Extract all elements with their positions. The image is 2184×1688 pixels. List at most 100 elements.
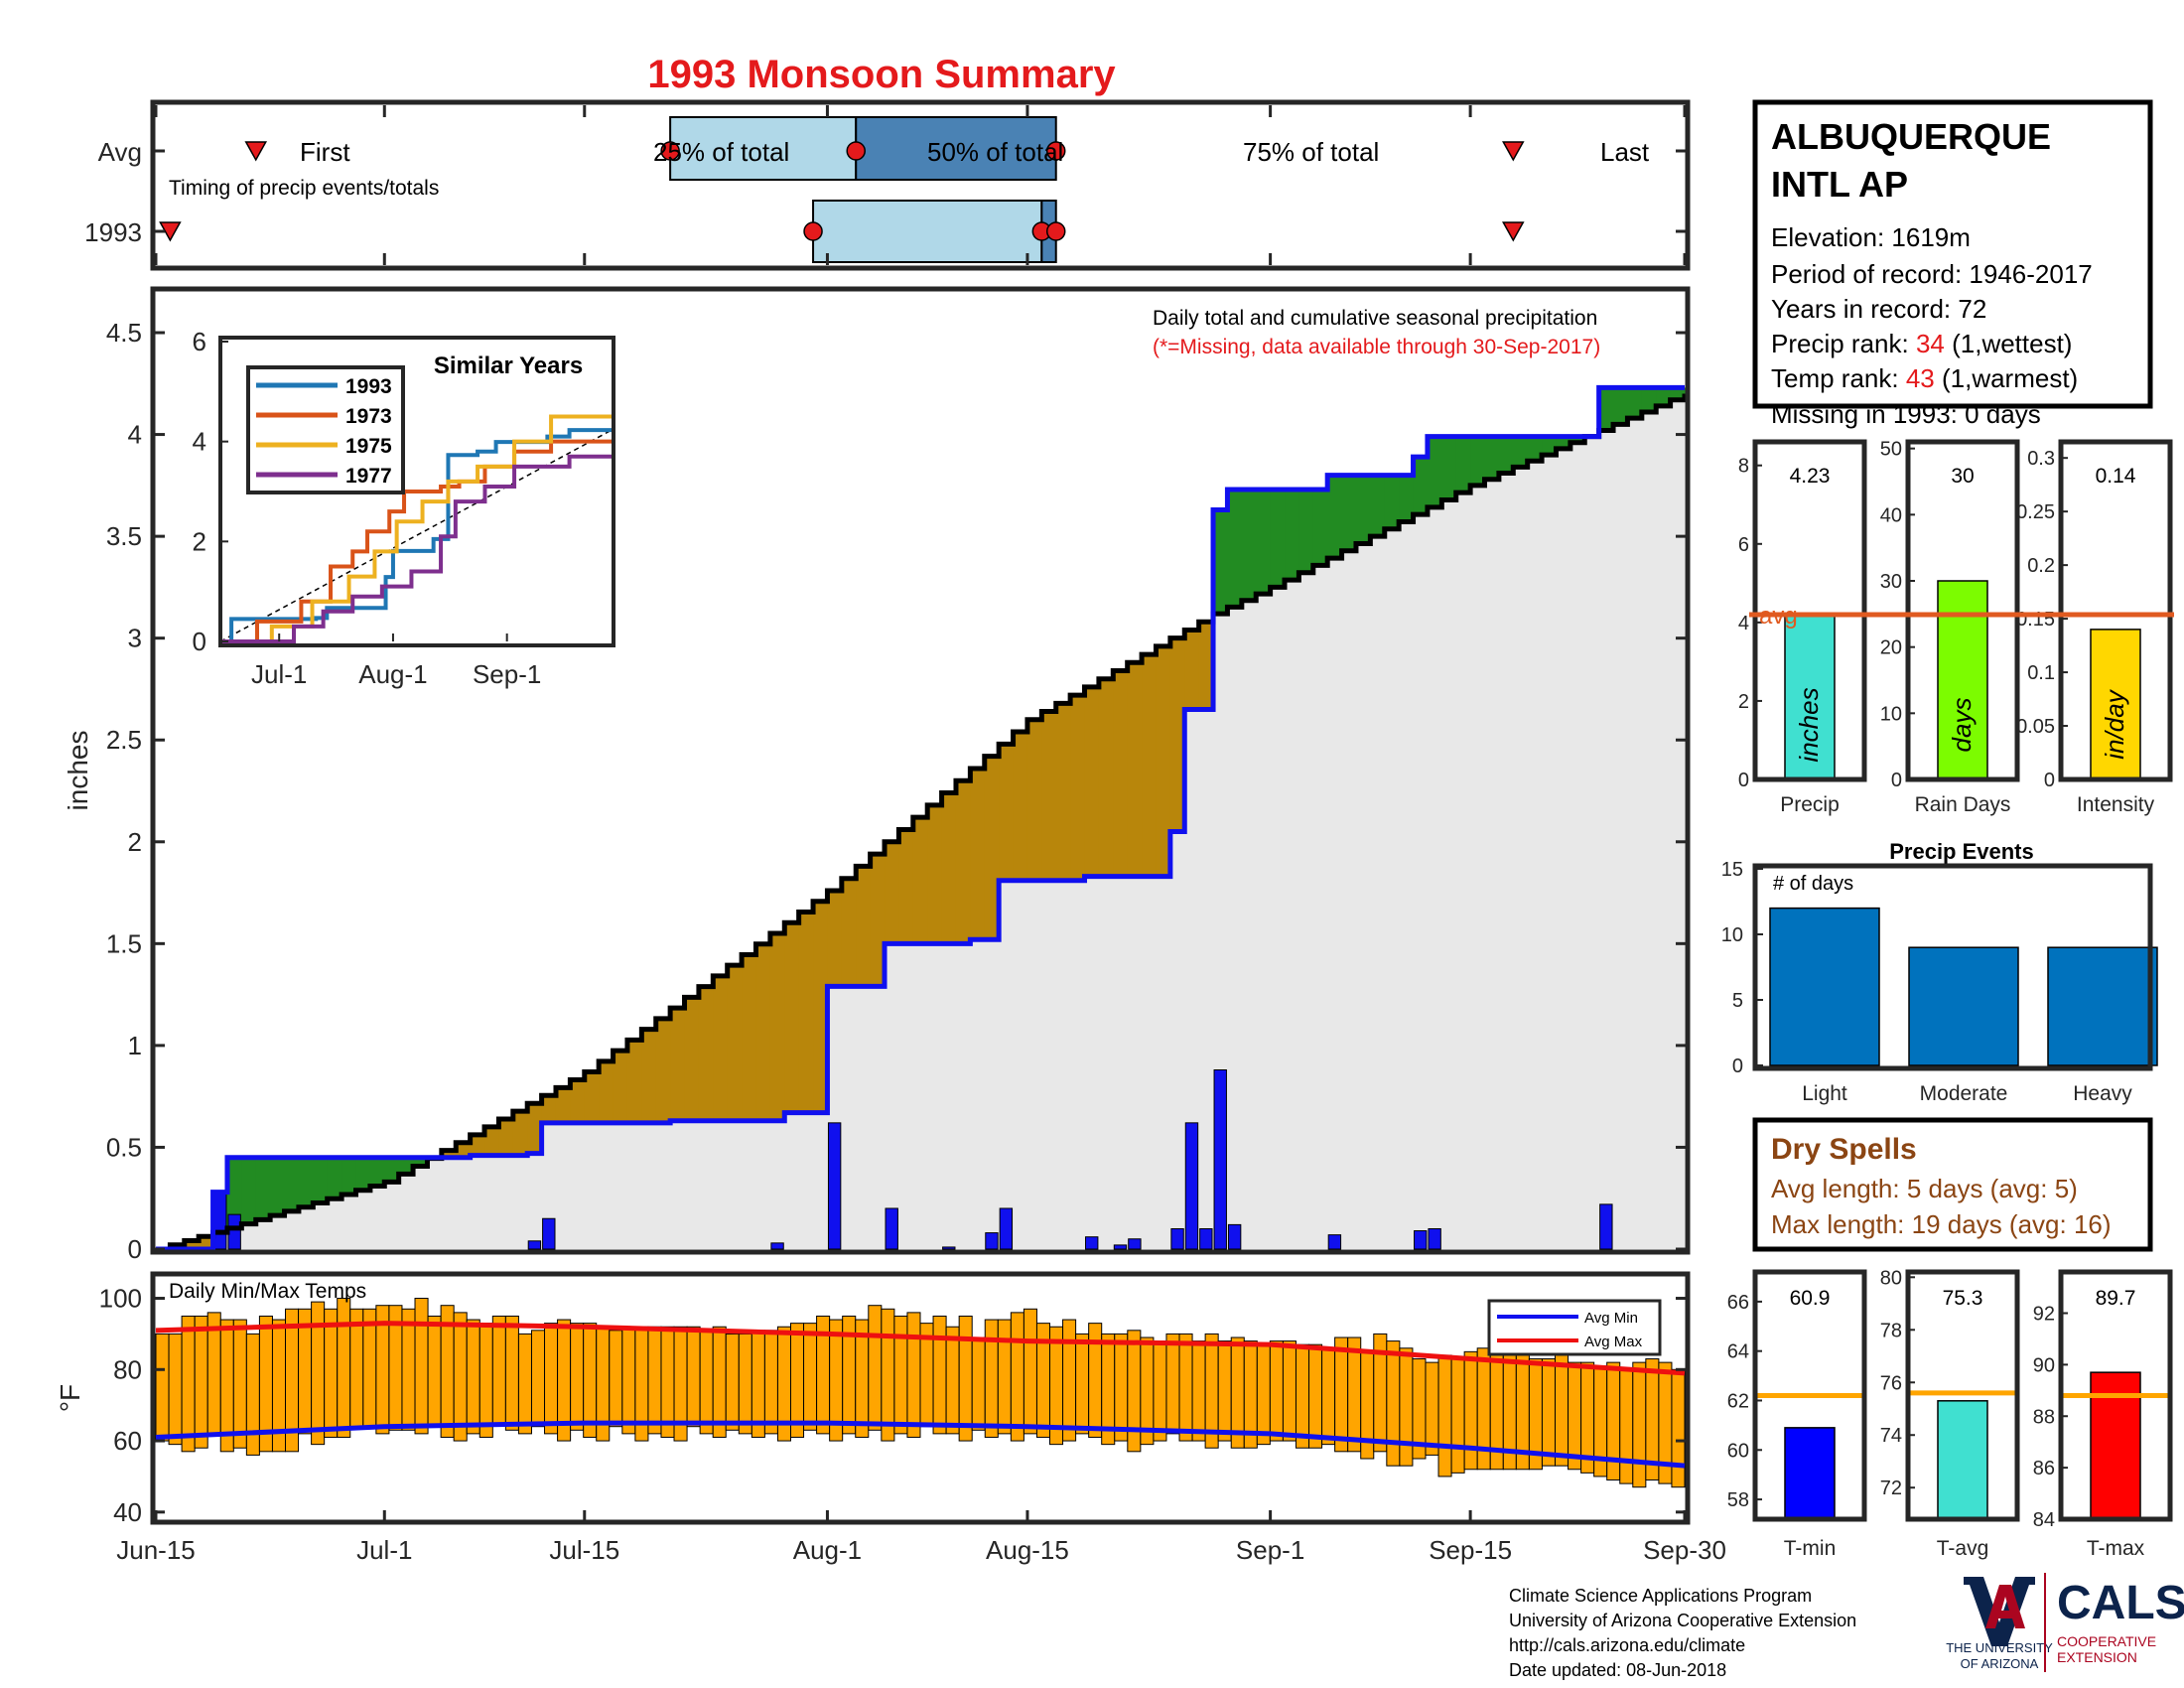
wetter-than-avg-area xyxy=(1441,436,1457,500)
inset-x-tick-label: Aug-1 xyxy=(358,659,427,689)
ua-logo-mark-outline xyxy=(1964,1577,2035,1646)
coop-logo-line2: EXTENSION xyxy=(2057,1649,2137,1665)
daily-temp-range-bar xyxy=(1308,1343,1323,1449)
drier-than-avg-area xyxy=(999,744,1015,881)
daily-precip-bar xyxy=(527,1240,542,1250)
daily-temp-range-bar xyxy=(893,1315,908,1435)
drier-than-avg-area xyxy=(527,1103,543,1154)
dry-spells-title: Dry Spells xyxy=(1771,1133,1917,1166)
drier-than-avg-area xyxy=(1184,630,1200,710)
drier-than-avg-area xyxy=(827,891,843,987)
precip-y-tick-label: 0.5 xyxy=(106,1132,142,1162)
precip-y-tick-label: 1.5 xyxy=(106,928,142,958)
inset-legend-label-1973: 1973 xyxy=(345,405,392,428)
precip-y-tick-label: 2.5 xyxy=(106,725,142,755)
avg-max-line xyxy=(155,1321,1686,1376)
wetter-than-avg-area xyxy=(270,1157,286,1216)
tmin-mini-tick-label: 60 xyxy=(1727,1440,1749,1462)
daily-temp-range-bar xyxy=(1632,1361,1647,1488)
inset-title: Similar Years xyxy=(434,352,583,379)
wetter-than-avg-area xyxy=(1413,457,1429,515)
drier-than-avg-area xyxy=(1070,695,1086,881)
daily-temp-range-bar xyxy=(1178,1333,1193,1442)
year-p25-marker xyxy=(803,221,823,241)
daily-precip-bar xyxy=(1170,1227,1184,1250)
drier-than-avg-area xyxy=(541,1095,557,1123)
footer-university: University of Arizona Cooperative Extens… xyxy=(1509,1611,1856,1630)
intensity-mini-tick-label: 0.2 xyxy=(2027,555,2055,577)
drier-than-avg-area xyxy=(713,975,729,1121)
daily-precip-bar xyxy=(885,1207,898,1250)
wetter-than-avg-area xyxy=(327,1157,342,1199)
date-axis-label: Jul-15 xyxy=(549,1535,619,1565)
inset-plot-area: 0 2 4 6 Jul-1 Aug-1 Sep-1 xyxy=(193,327,615,689)
events-plot-frame xyxy=(1752,863,2153,1071)
drier-than-avg-area xyxy=(784,922,800,1113)
daily-temp-range-bar xyxy=(763,1330,778,1435)
daily-temp-range-bar xyxy=(453,1312,468,1442)
daily-temp-range-bar xyxy=(544,1323,559,1435)
station-period: Period of record: 1946-2017 xyxy=(1771,259,2093,289)
daily-temp-range-bar xyxy=(414,1298,429,1435)
first-label: First xyxy=(300,137,350,167)
p75-label: 75% of total xyxy=(1243,137,1379,167)
drier-than-avg-area xyxy=(584,1071,600,1123)
drier-than-avg-area xyxy=(456,1142,472,1158)
tavg-mini-tick-label: 74 xyxy=(1880,1425,1902,1447)
tmin-mini-tick-label: 66 xyxy=(1727,1292,1749,1314)
precip-y-tick-label: 0 xyxy=(128,1234,142,1264)
daily-precip-bar xyxy=(1428,1227,1441,1250)
wetter-than-avg-area xyxy=(398,1157,414,1175)
temp-chart: 40 60 80 100 Daily Min/Max Temps °F Avg Min… xyxy=(55,1271,1726,1565)
precip-plot-frame xyxy=(150,286,1691,1255)
tmax-axis-label: T-max xyxy=(2087,1537,2145,1560)
intensity-unit-label: in/day xyxy=(2100,688,2129,759)
avg-last-marker xyxy=(1502,141,1525,162)
inset-series-line-1977 xyxy=(220,449,615,643)
precip-y-tick-label: 4 xyxy=(128,420,142,450)
wetter-than-avg-area xyxy=(1670,387,1686,400)
drier-than-avg-area xyxy=(984,756,1000,940)
timing-row-avg-label: Avg xyxy=(98,137,142,167)
footer-date: Date updated: 08-Jun-2018 xyxy=(1509,1660,1726,1680)
events-y-tick-label: 0 xyxy=(1732,1055,1743,1077)
intensity-mini-tick-label: 0.25 xyxy=(2016,501,2055,523)
wetter-than-avg-area xyxy=(298,1157,314,1207)
daily-temp-range-bar xyxy=(181,1315,196,1453)
event-bar-heavy xyxy=(2047,946,2158,1066)
daily-temp-range-bar xyxy=(1075,1333,1090,1435)
tmin-mini-frame xyxy=(1752,1269,1867,1522)
event-category-label: Light xyxy=(1802,1082,1847,1105)
wetter-than-avg-area xyxy=(1570,436,1585,443)
daily-precip-bar xyxy=(1414,1230,1428,1250)
daily-temp-range-bar xyxy=(1023,1308,1037,1435)
intensity-mini-tick-label: 0.3 xyxy=(2027,448,2055,470)
daily-temp-range-bar xyxy=(1334,1336,1349,1453)
footer: Climate Science Applications Program Uni… xyxy=(1509,1586,1856,1680)
daily-precip-bar xyxy=(1327,1234,1342,1250)
daily-temp-range-bar xyxy=(1191,1340,1206,1442)
precip-axis-label: Precip xyxy=(1780,793,1840,816)
figure-title: 1993 Monsoon Summary xyxy=(647,53,1116,96)
date-axis: Jun-15 Jul-1 Jul-15 Aug-1 Aug-15 Sep-1 Sep-15 S… xyxy=(116,1510,1726,1565)
daily-temp-range-bar xyxy=(647,1326,662,1435)
tavg-mini-tick-label: 80 xyxy=(1880,1267,1902,1289)
drier-than-avg-area xyxy=(1156,645,1171,877)
daily-precip-bar xyxy=(1184,1122,1199,1250)
wetter-than-avg-area xyxy=(1613,387,1629,425)
wetter-than-avg-area xyxy=(1556,436,1571,449)
precip-value-label: 4.23 xyxy=(1790,465,1831,488)
precip-unit-label: inches xyxy=(1794,687,1824,762)
wetter-than-avg-area xyxy=(1227,489,1243,608)
wetter-than-avg-area xyxy=(241,1157,257,1224)
temp-rank-note: (1,warmest) xyxy=(1935,363,2078,393)
year-cumulative-line xyxy=(156,384,1685,1252)
tavg-mini-tick-label: 72 xyxy=(1880,1477,1902,1499)
tmin-mini-tick-label: 62 xyxy=(1727,1390,1749,1412)
daily-temp-range-bar xyxy=(466,1319,480,1435)
precip-chart-note: Daily total and cumulative seasonal prec… xyxy=(1153,307,1597,330)
daily-temp-range-bar xyxy=(517,1333,532,1435)
daily-precip-bar xyxy=(985,1232,999,1250)
cals-logo-text: CALS xyxy=(2057,1577,2184,1629)
drier-than-avg-area xyxy=(856,866,872,987)
